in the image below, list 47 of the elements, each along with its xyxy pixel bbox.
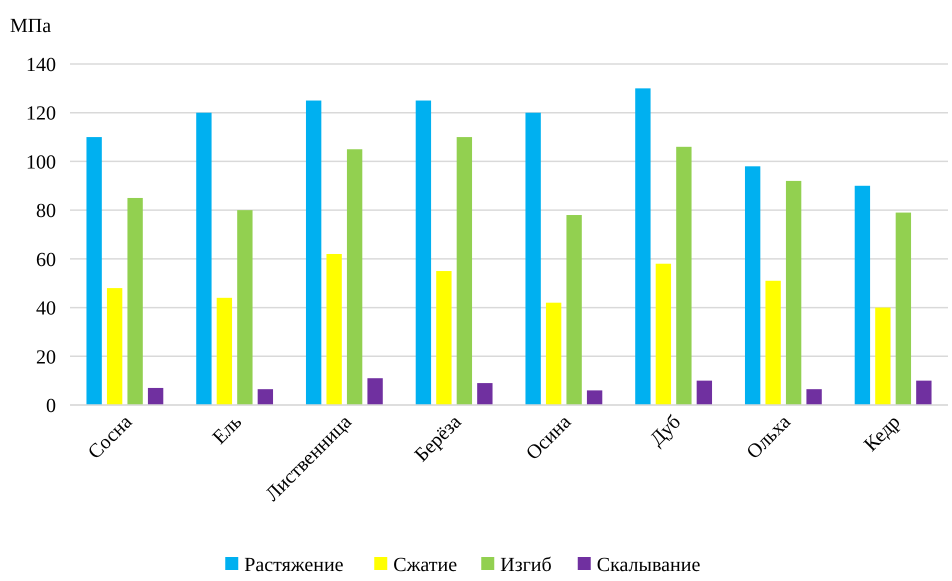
bar [566,215,582,405]
bar [416,100,432,405]
bar [86,137,102,405]
bar [765,280,781,405]
bar [875,308,891,405]
bar [346,149,362,405]
legend-label: Скалывание [596,554,700,576]
bar [635,88,651,405]
y-tick-label: 60 [36,248,56,271]
bar [854,186,870,405]
bar [916,380,932,405]
y-axis-title: МПа [10,15,52,37]
bar [127,198,143,405]
bar [806,389,822,405]
bar [436,271,452,405]
bar [546,302,562,405]
bar [306,100,322,405]
bar [456,137,472,405]
y-tick-label: 40 [36,298,56,320]
y-tick-label: 80 [36,200,56,222]
y-tick-label: 140 [26,54,56,76]
bar [477,383,493,405]
y-tick-label: 20 [36,346,56,368]
bar [237,210,253,405]
y-tick-label: 100 [26,151,56,174]
legend-label: Растяжение [244,554,344,576]
bar [696,380,712,405]
bar [367,378,383,405]
bar [656,264,672,405]
bar [586,390,602,405]
bar [148,388,164,405]
bar [216,298,232,405]
y-tick-label: 120 [26,102,56,125]
bar [196,112,212,405]
legend-label: Сжатие [393,554,458,576]
bar [744,166,760,405]
legend-label: Изгиб [500,554,552,576]
bar [258,389,274,405]
bar [326,254,342,405]
bar [896,212,912,405]
bar [525,112,541,405]
y-tick-label: 0 [46,395,56,417]
x-tick-label: Ель [208,410,246,449]
bar [786,180,802,405]
x-tick-label: Кедр [860,410,905,456]
bar [676,146,692,405]
bar [106,288,122,405]
